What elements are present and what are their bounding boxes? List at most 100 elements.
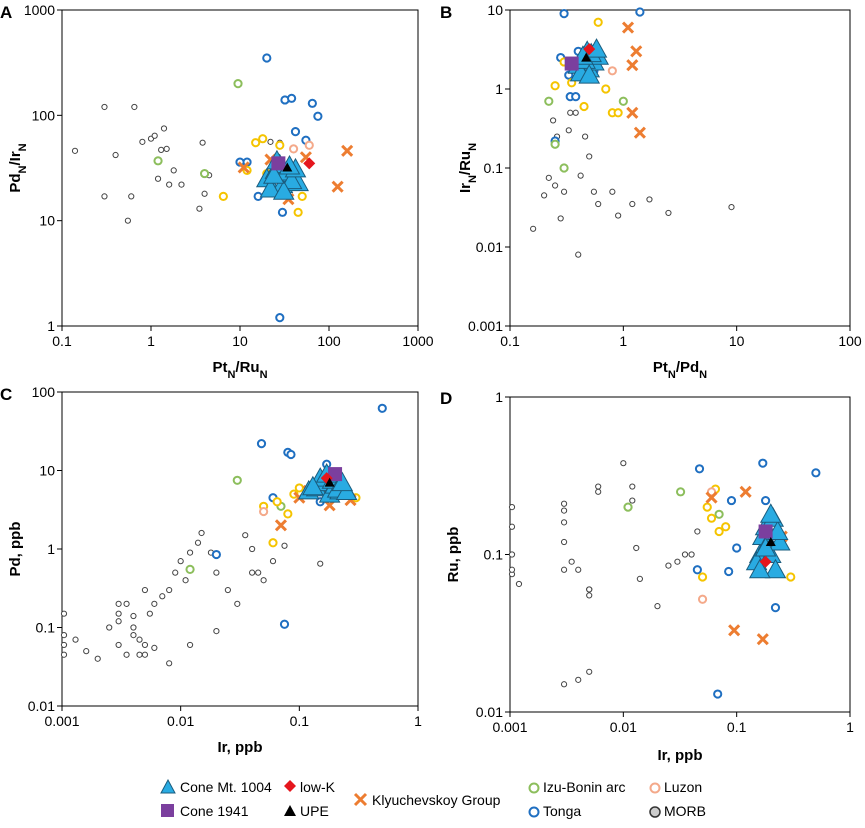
yellow-point — [697, 572, 708, 582]
cone1004-point — [759, 503, 782, 523]
x-tick-label: 1 — [414, 713, 422, 729]
morb-point — [151, 644, 158, 651]
y-tick-label: 0.01 — [476, 239, 503, 255]
morb-point — [575, 566, 582, 573]
x-axis-label: Ir, ppb — [658, 747, 703, 764]
morb-point — [160, 125, 168, 132]
izu-point — [233, 79, 243, 89]
tonga-point — [732, 543, 742, 553]
morb-point — [567, 109, 574, 116]
morb-point — [629, 483, 636, 490]
izu-point — [232, 475, 242, 485]
x-tick-label: 1 — [846, 719, 854, 735]
x-tick-label: 10 — [232, 333, 248, 349]
morb-point — [575, 251, 582, 258]
morb-point — [545, 174, 552, 181]
morb-point — [557, 215, 564, 222]
morb-point — [586, 153, 593, 160]
morb-point — [170, 167, 177, 174]
morb-point — [139, 138, 146, 145]
morb-point — [166, 660, 173, 667]
morb-point — [71, 147, 79, 154]
morb-point — [560, 538, 568, 546]
morb-point — [636, 575, 643, 582]
y-tick-label: 1 — [47, 318, 55, 334]
izu-point — [675, 487, 686, 497]
x-tick-label: 0.1 — [290, 713, 310, 729]
yellow-point — [601, 84, 611, 94]
morb-point — [249, 545, 256, 553]
yellow-point — [268, 538, 278, 548]
morb-point — [172, 569, 179, 576]
plot-frame — [509, 396, 851, 713]
luzon-point — [304, 140, 314, 150]
tonga-point — [770, 603, 781, 613]
morb-point — [177, 558, 184, 565]
morb-point — [198, 529, 205, 537]
cone1004-point — [748, 558, 771, 579]
y-tick-label: 0.1 — [36, 620, 56, 636]
panel-letter: B — [440, 3, 452, 22]
izu-point — [618, 96, 628, 106]
yellow-point — [786, 572, 796, 582]
upe-point — [282, 162, 293, 172]
yellow-point — [258, 134, 268, 144]
morb-point — [115, 600, 122, 607]
morb-point — [141, 641, 149, 649]
morb-point — [269, 558, 277, 565]
morb-point — [112, 151, 119, 159]
morb-point — [508, 523, 516, 530]
morb-point — [101, 193, 108, 200]
morb-point — [136, 636, 143, 643]
cone1004-point — [302, 475, 324, 496]
morb-point — [590, 188, 598, 195]
tonga-point — [290, 127, 301, 137]
yellow-point — [593, 17, 603, 27]
morb-point — [665, 209, 672, 217]
morb-point — [560, 681, 568, 688]
klyuch-point — [274, 519, 288, 532]
tonga-point — [694, 464, 705, 474]
morb-point — [317, 560, 324, 567]
morb-point — [609, 188, 616, 195]
morb-point — [242, 532, 249, 539]
morb-point — [186, 549, 194, 556]
yellow-point — [297, 191, 307, 201]
x-tick-label: 1 — [619, 333, 627, 349]
lowk-point — [583, 43, 596, 56]
morb-point — [163, 145, 170, 153]
morb-point — [560, 566, 568, 573]
morb-point — [586, 592, 593, 599]
morb-point — [508, 503, 516, 511]
panel-B: 0.1 1 10 100 0.001 0.01 0.1 1 10 PtN/PdN IrN/RuN B — [440, 2, 862, 381]
x-tick-label: 0.01 — [610, 719, 637, 735]
morb-point — [123, 651, 130, 658]
morb-point — [629, 200, 636, 208]
x-tick-label: 0.001 — [492, 719, 527, 735]
morb-point — [508, 551, 516, 558]
morb-point — [728, 203, 735, 211]
yellow-point — [218, 191, 228, 201]
y-tick-label: 0.1 — [484, 547, 504, 563]
klyuch-point — [331, 180, 344, 193]
morb-point — [681, 551, 689, 558]
morb-point — [136, 651, 143, 658]
tonga-point — [262, 53, 272, 63]
morb-point — [224, 586, 231, 594]
tonga-point — [286, 449, 296, 460]
morb-point — [60, 641, 68, 649]
klyuch-point — [630, 45, 643, 58]
morb-point — [115, 641, 122, 649]
morb-point — [515, 580, 523, 588]
yellow-point — [579, 101, 589, 112]
tonga-point — [307, 98, 317, 108]
morb-point — [141, 586, 149, 594]
morb-point — [131, 103, 138, 111]
morb-point — [582, 133, 589, 140]
morb-point — [267, 138, 274, 145]
x-tick-label: 1000 — [402, 333, 433, 349]
morb-point — [94, 655, 101, 662]
morb-point — [572, 109, 579, 116]
morb-point — [60, 651, 68, 658]
